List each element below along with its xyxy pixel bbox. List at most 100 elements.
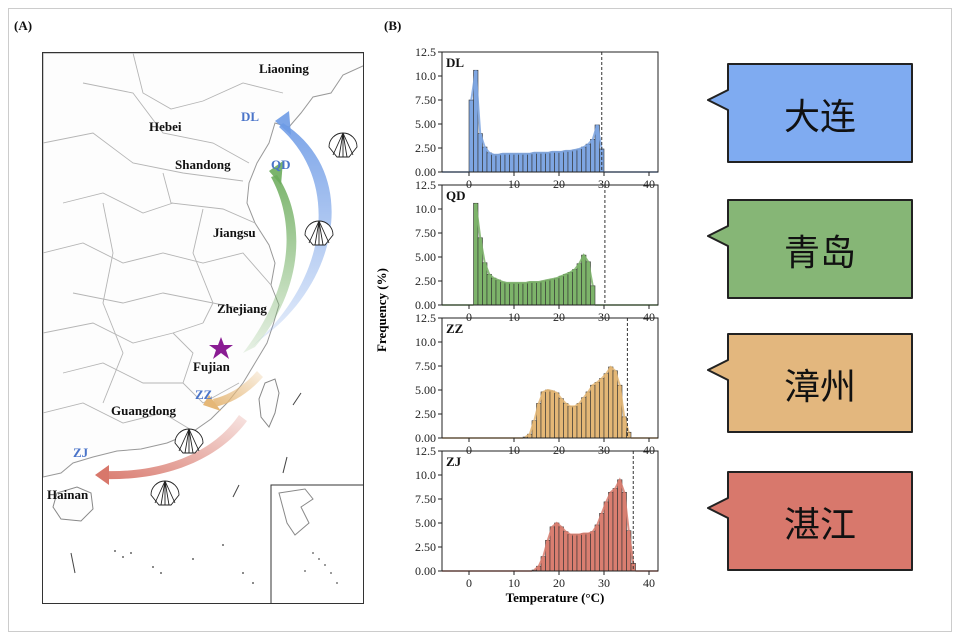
bar: [531, 152, 537, 173]
plot-frame: [441, 450, 659, 572]
y-tick-label: 10.0: [415, 202, 436, 216]
x-tick-label: 40: [643, 443, 655, 457]
x-tick-label: 0: [466, 576, 472, 590]
bar: [585, 391, 591, 439]
x-tick-label: 30: [598, 310, 610, 324]
province-shandong: Shandong: [175, 157, 231, 172]
bar: [491, 277, 497, 306]
province-hainan: Hainan: [47, 487, 89, 502]
x-tick-label: 40: [643, 310, 655, 324]
histogram-qd: 0.00 2.50 5.00 7.50 10.0 12.5 0 10 20 30 40 QD: [415, 178, 659, 324]
y-tick-label: 2.50: [415, 407, 436, 421]
bar: [522, 153, 528, 173]
bar: [554, 151, 560, 173]
bar: [576, 403, 582, 439]
bar: [509, 153, 515, 173]
province-fujian: Fujian: [193, 359, 230, 374]
bar: [576, 534, 582, 572]
bar: [572, 406, 578, 439]
callout-label: 大连: [783, 97, 856, 138]
y-tick-label: 5.00: [415, 250, 436, 264]
scallop-icon: [174, 428, 204, 454]
hainan-outline: [52, 486, 94, 522]
taiwan-outline: [258, 378, 280, 428]
callout-zz: 漳州: [700, 332, 920, 436]
y-tick-label: 10.0: [415, 335, 436, 349]
callout-label: 青岛: [783, 233, 856, 274]
bar: [567, 272, 573, 306]
bar: [558, 398, 564, 439]
bar: [594, 524, 600, 572]
callout-bubble: [707, 471, 913, 571]
y-tick-label: 0.00: [415, 165, 436, 179]
bar: [590, 531, 596, 572]
bar: [468, 99, 474, 173]
bar: [563, 150, 569, 173]
y-tick-label: 12.5: [415, 45, 436, 59]
series-label: ZZ: [446, 321, 464, 336]
x-tick-label: 10: [508, 310, 520, 324]
province-hebei: Hebei: [149, 119, 182, 134]
bar: [581, 533, 587, 572]
x-tick-label: 40: [643, 177, 655, 191]
density-line: [474, 203, 594, 286]
bar: [576, 148, 582, 173]
x-tick-label: 30: [598, 576, 610, 590]
arrow-to-ZZ: [213, 371, 263, 407]
callout-label: 湛江: [783, 505, 856, 546]
bar: [518, 153, 524, 173]
histogram-dl: 0.00 2.50 5.00 7.50 10.0 12.5 0 10 20 30 40 DL: [415, 45, 659, 191]
bar: [545, 389, 551, 439]
arrow-to-DL: [249, 123, 332, 349]
bar: [590, 139, 596, 173]
bar: [572, 269, 578, 306]
bar: [504, 282, 510, 306]
plot-frame: [441, 317, 659, 439]
bar: [527, 153, 533, 173]
inset-map: [270, 484, 363, 603]
site-label-zz: ZZ: [195, 387, 213, 402]
bar: [554, 392, 560, 439]
y-tick-label: 5.00: [415, 516, 436, 530]
bar: [536, 281, 542, 306]
province-zhejiang: Zhejiang: [217, 301, 267, 316]
bar: [608, 366, 614, 439]
y-axis-label: Frequency (%): [374, 268, 389, 352]
x-tick-label: 20: [553, 443, 565, 457]
bar: [563, 531, 569, 572]
y-tick-label: 10.0: [415, 69, 436, 83]
y-tick-label: 0.00: [415, 298, 436, 312]
plot-frame: [441, 184, 659, 306]
bar: [558, 151, 564, 173]
bar: [572, 534, 578, 572]
x-tick-label: 10: [508, 576, 520, 590]
figure-frame: [8, 8, 952, 632]
bar: [576, 263, 582, 306]
bar: [531, 281, 537, 306]
y-tick-label: 7.50: [415, 93, 436, 107]
province-jiangsu: Jiangsu: [213, 225, 256, 240]
bar: [567, 406, 573, 439]
bar: [491, 154, 497, 173]
arrow-to-ZJ: [103, 415, 247, 480]
y-tick-label: 7.50: [415, 359, 436, 373]
x-tick-label: 20: [553, 177, 565, 191]
bar: [612, 370, 618, 439]
bar: [540, 280, 546, 306]
y-tick-label: 2.50: [415, 540, 436, 554]
site-label-qd: QD: [271, 157, 291, 172]
bar: [522, 282, 528, 306]
bar: [518, 282, 524, 306]
bar: [504, 153, 510, 173]
bar: [549, 151, 555, 173]
bar: [495, 279, 501, 306]
y-tick-label: 0.00: [415, 564, 436, 578]
bar: [599, 378, 605, 439]
bar: [612, 488, 618, 572]
callout-bubble: [707, 63, 913, 163]
callout-bubble: [707, 199, 913, 299]
x-tick-label: 0: [466, 310, 472, 324]
x-tick-label: 30: [598, 177, 610, 191]
bar: [590, 285, 596, 306]
